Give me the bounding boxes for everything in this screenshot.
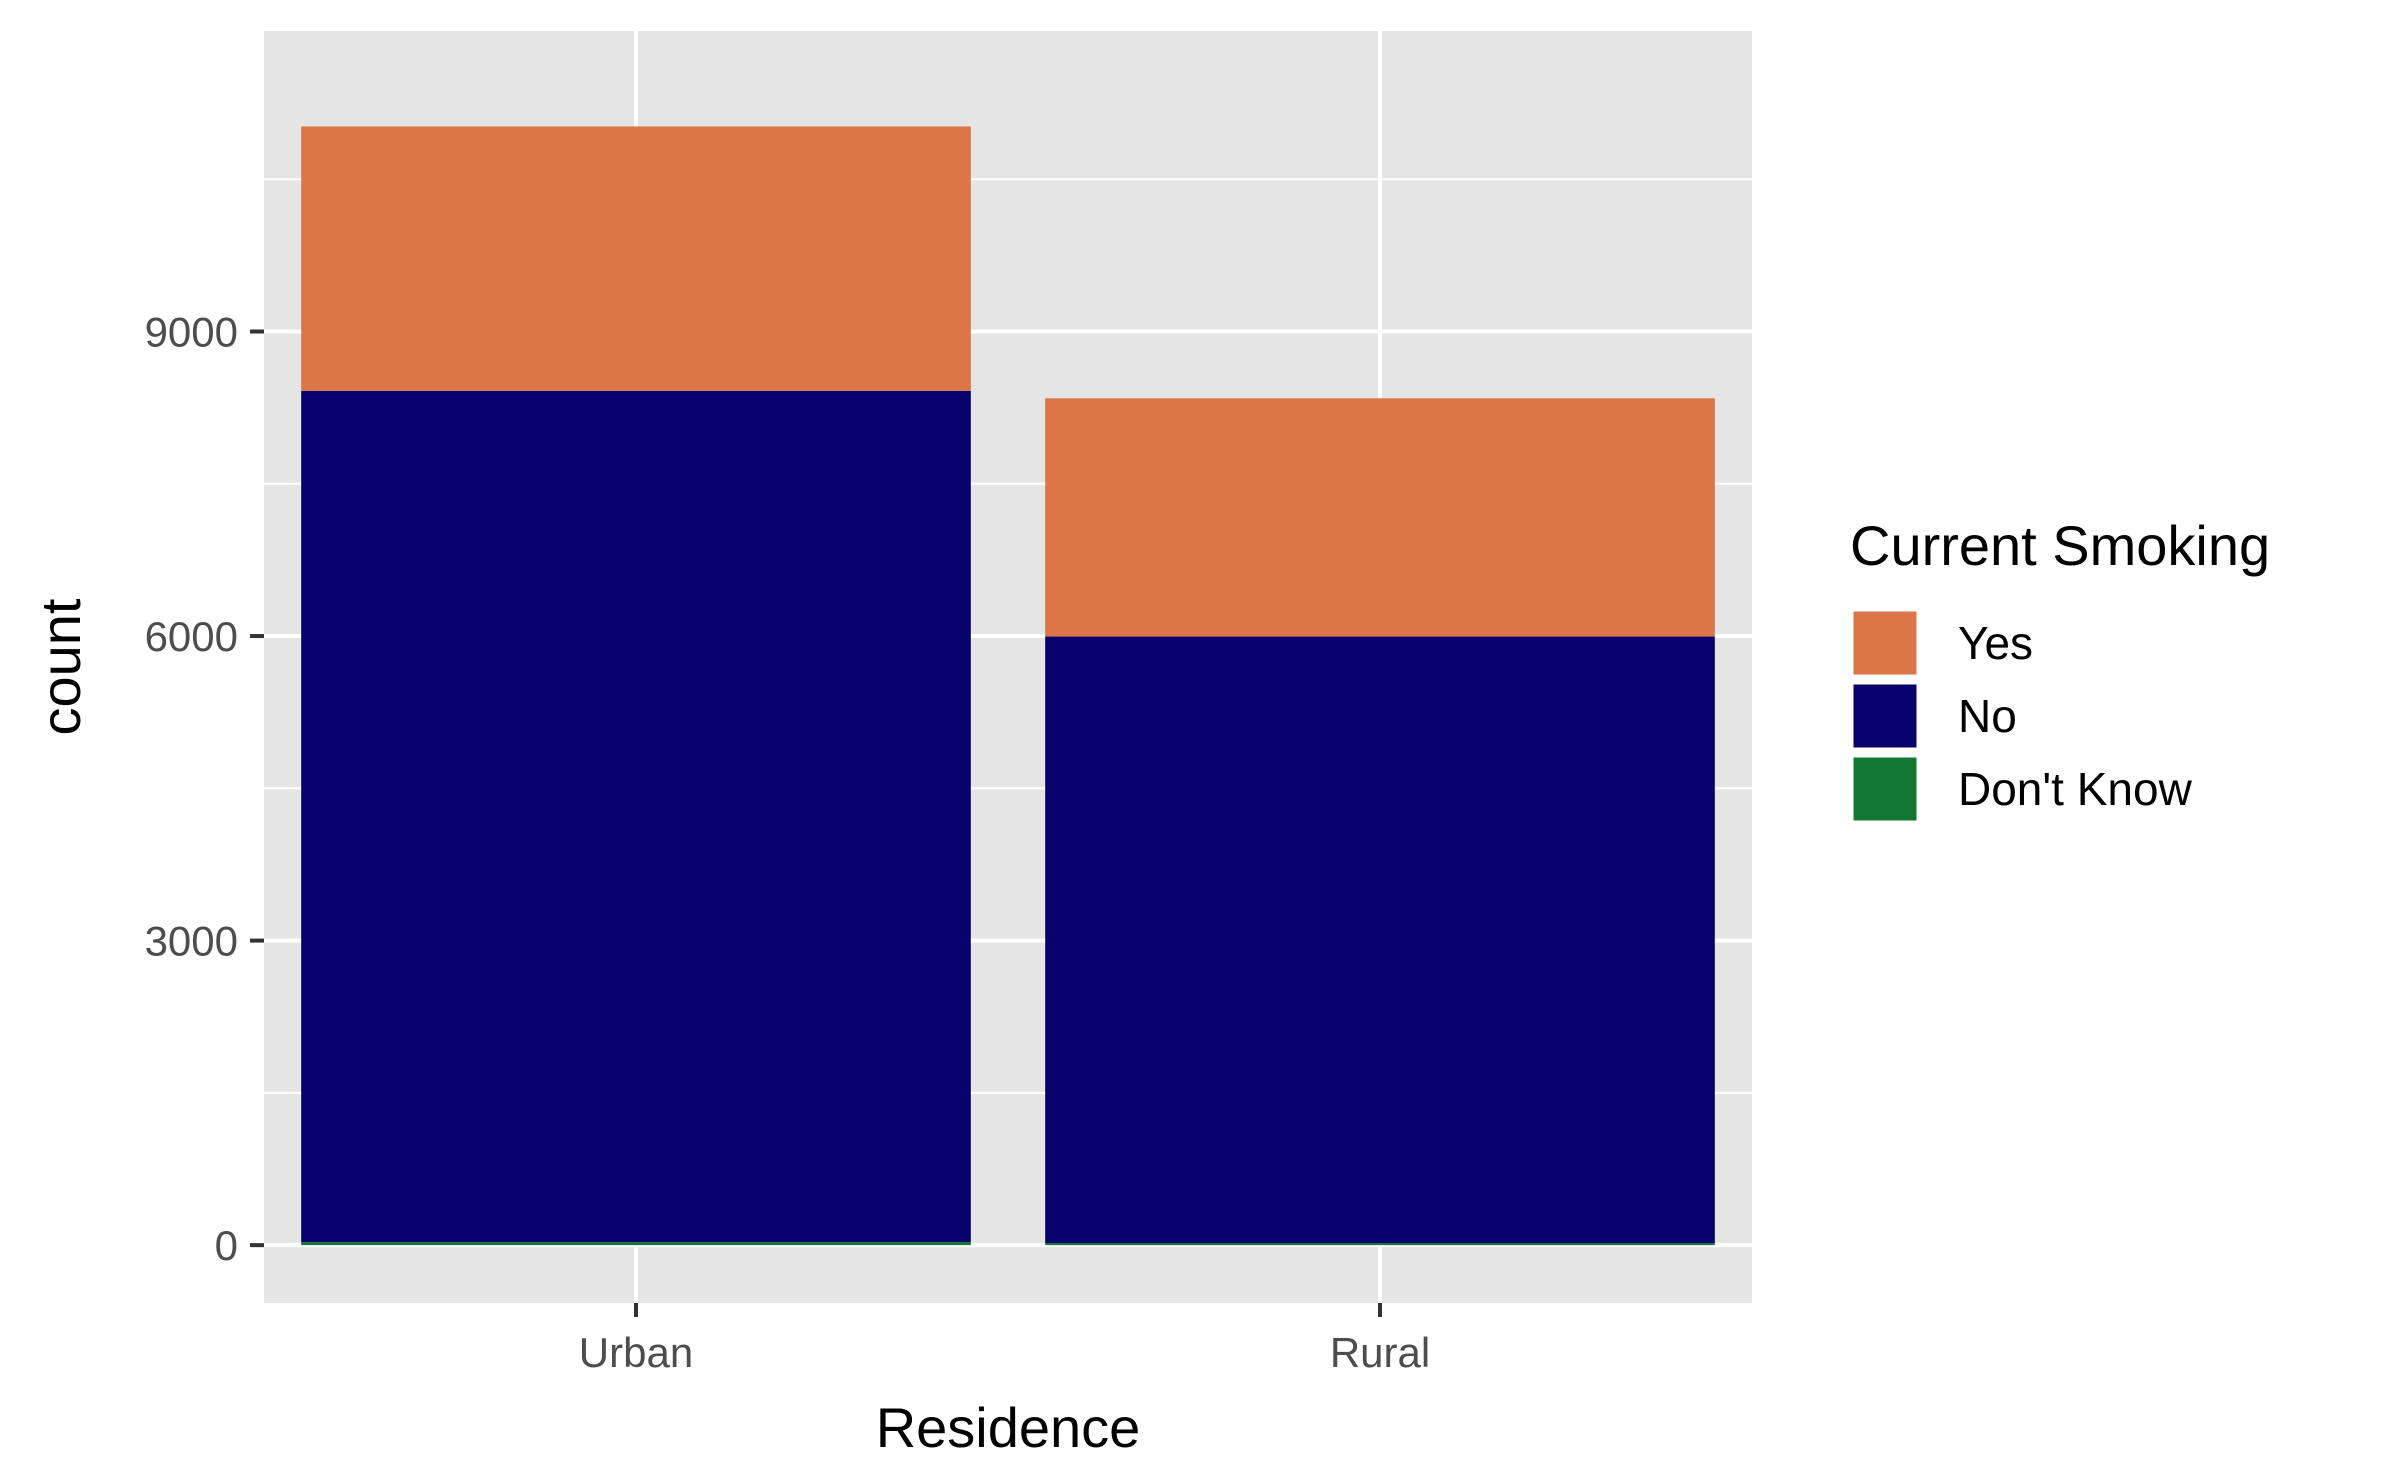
legend-label: Yes	[1958, 617, 2033, 669]
y-tick-label: 3000	[145, 918, 238, 965]
bars	[301, 126, 1715, 1246]
y-tick-label: 0	[215, 1222, 238, 1269]
legend-label: No	[1958, 690, 2017, 742]
y-axis-title: count	[29, 598, 92, 735]
bar-urban-yes	[301, 126, 971, 391]
bar-rural-yes	[1045, 398, 1715, 637]
x-axis: Urban Rural	[579, 1303, 1430, 1376]
legend-label: Don't Know	[1958, 763, 2193, 815]
legend-key-yes	[1850, 608, 1920, 678]
x-tick-label: Rural	[1330, 1329, 1430, 1376]
legend-key-no	[1850, 681, 1920, 751]
y-tick-label: 6000	[145, 613, 238, 660]
x-tick-label: Urban	[579, 1329, 693, 1376]
bar-urban-don-t-know	[301, 1242, 971, 1246]
x-axis-title: Residence	[876, 1396, 1141, 1459]
legend: Current Smoking Yes No Don't Know	[1850, 514, 2270, 824]
legend-title: Current Smoking	[1850, 514, 2270, 577]
legend-key-don-t-know	[1850, 754, 1920, 824]
y-axis: 0 3000 6000 9000	[145, 308, 264, 1269]
bar-rural-no	[1045, 636, 1715, 1244]
bar-rural-don-t-know	[1045, 1243, 1715, 1246]
bar-urban-no	[301, 390, 971, 1243]
y-tick-label: 9000	[145, 308, 238, 355]
